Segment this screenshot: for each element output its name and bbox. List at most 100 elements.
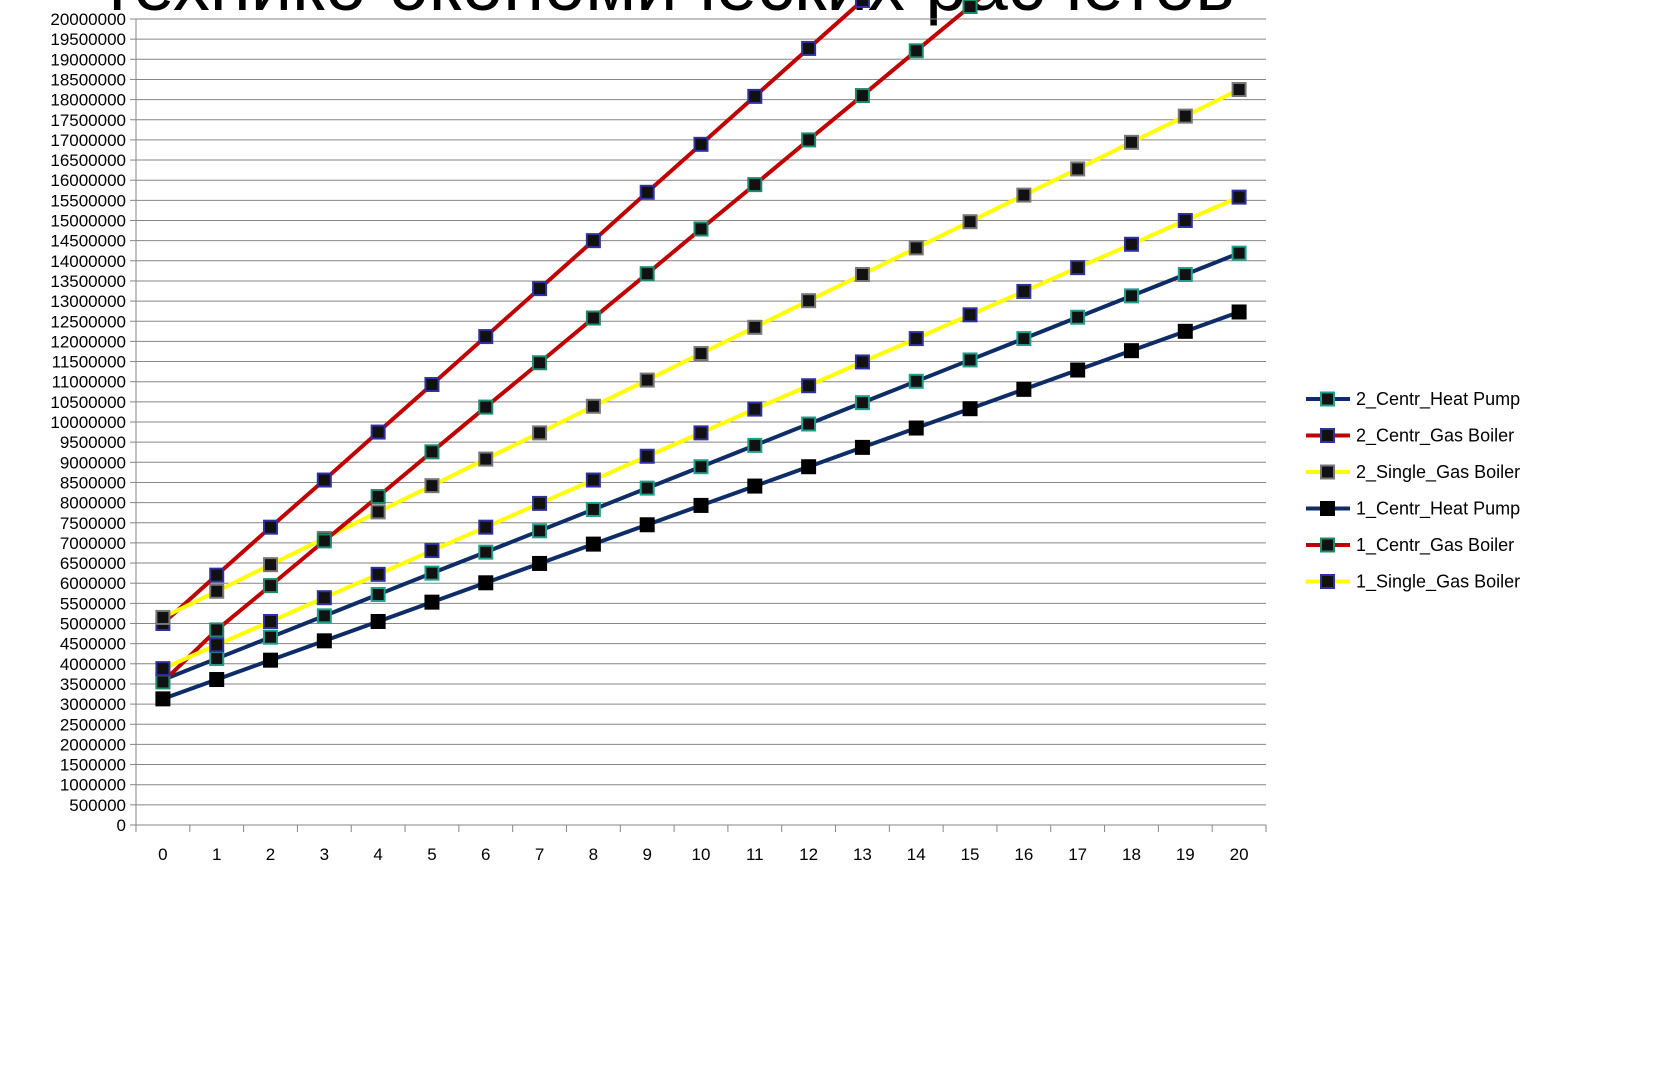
y-tick-label: 11500000: [52, 353, 126, 372]
data-point: [962, 401, 978, 417]
data-point: [639, 448, 655, 464]
chart-title: технико-экономических расчетов: [0, 0, 1335, 27]
data-point: [854, 439, 870, 455]
x-tick-label: 5: [427, 845, 436, 864]
data-point: [532, 355, 548, 371]
legend-item: 1_Centr_Gas Boiler: [1306, 535, 1514, 556]
data-point: [424, 565, 440, 581]
data-point: [316, 472, 332, 488]
y-tick-label: 7500000: [60, 514, 126, 533]
x-tick-label: 2: [266, 845, 275, 864]
legend-label: 2_Centr_Gas Boiler: [1356, 426, 1514, 447]
legend-swatch-marker: [1320, 574, 1335, 589]
y-tick-label: 10000000: [50, 413, 126, 432]
legend-swatch-marker: [1320, 428, 1335, 443]
data-point: [1123, 288, 1139, 304]
data-point: [209, 583, 225, 599]
data-point: [962, 214, 978, 230]
data-point: [585, 472, 601, 488]
y-tick-label: 17000000: [50, 131, 126, 150]
y-tick-label: 1000000: [60, 776, 126, 795]
y-tick-label: 2000000: [60, 735, 126, 754]
data-point: [1070, 362, 1086, 378]
x-tick-label: 11: [746, 845, 764, 864]
data-point: [801, 378, 817, 394]
x-tick-label: 19: [1176, 845, 1195, 864]
data-point: [424, 543, 440, 559]
data-point: [801, 416, 817, 432]
data-point: [263, 519, 279, 535]
data-point: [693, 221, 709, 237]
x-tick-label: 10: [692, 845, 711, 864]
y-tick-label: 9000000: [60, 453, 126, 472]
data-point: [370, 586, 386, 602]
y-tick-label: 12500000: [50, 312, 126, 331]
y-tick-label: 1500000: [60, 756, 126, 775]
y-tick-label: 4500000: [60, 635, 126, 654]
data-point: [693, 345, 709, 361]
data-point: [854, 0, 870, 8]
data-point: [693, 425, 709, 441]
y-tick-label: 16000000: [50, 171, 126, 190]
y-tick-label: 5500000: [60, 594, 126, 613]
data-point: [478, 544, 494, 560]
y-tick-label: 14500000: [50, 232, 126, 251]
data-point: [1123, 134, 1139, 150]
data-point: [263, 613, 279, 629]
y-tick-label: 8500000: [60, 473, 126, 492]
data-point: [585, 536, 601, 552]
legend-label: 1_Single_Gas Boiler: [1356, 572, 1520, 593]
x-tick-label: 7: [535, 845, 544, 864]
legend-swatch-marker: [1320, 391, 1335, 407]
data-point: [478, 329, 494, 345]
legend-label: 1_Centr_Gas Boiler: [1356, 535, 1514, 556]
legend-label: 1_Centr_Heat Pump: [1356, 499, 1520, 520]
data-point: [747, 401, 763, 417]
data-point: [801, 132, 817, 148]
data-point: [693, 459, 709, 475]
data-point: [801, 40, 817, 56]
data-point: [155, 661, 171, 677]
data-point: [1231, 189, 1247, 205]
data-point: [155, 609, 171, 625]
data-point: [639, 266, 655, 282]
data-point: [908, 373, 924, 389]
data-point: [639, 517, 655, 533]
data-point: [1070, 161, 1086, 177]
x-axis-ticks: 0 1 2 3 4 5 6 7 8 9 10 11 12 13 14 15 16 17 18 19 20: [135, 825, 1267, 864]
data-point: [639, 480, 655, 496]
legend-item: 2_Centr_Gas Boiler: [1306, 426, 1514, 447]
legend-item: 1_Centr_Heat Pump: [1306, 499, 1520, 520]
data-point: [801, 459, 817, 475]
legend-swatch-marker: [1320, 464, 1335, 480]
data-point: [962, 307, 978, 323]
data-point: [854, 88, 870, 104]
data-point: [424, 377, 440, 393]
data-point: [1177, 213, 1193, 228]
data-point: [962, 352, 978, 368]
data-point: [532, 281, 548, 297]
data-point: [908, 240, 924, 256]
data-point: [209, 637, 225, 653]
x-tick-label: 16: [1014, 845, 1033, 864]
x-tick-label: 13: [853, 845, 872, 864]
data-point: [1016, 381, 1032, 397]
data-point: [209, 622, 225, 638]
data-point: [424, 478, 440, 494]
data-point: [1177, 323, 1193, 339]
data-point: [585, 501, 601, 517]
series-1: [155, 245, 1247, 688]
data-point: [532, 495, 548, 511]
gridlines: [136, 18, 1266, 826]
data-point: [209, 672, 225, 688]
data-point: [1123, 236, 1139, 252]
x-tick-label: 0: [158, 845, 167, 864]
data-point: [316, 533, 332, 549]
data-point: [747, 319, 763, 335]
y-tick-label: 19000000: [50, 50, 126, 69]
data-point: [801, 293, 817, 309]
y-tick-label: 8000000: [60, 494, 126, 513]
data-point: [424, 444, 440, 460]
data-point: [585, 398, 601, 414]
